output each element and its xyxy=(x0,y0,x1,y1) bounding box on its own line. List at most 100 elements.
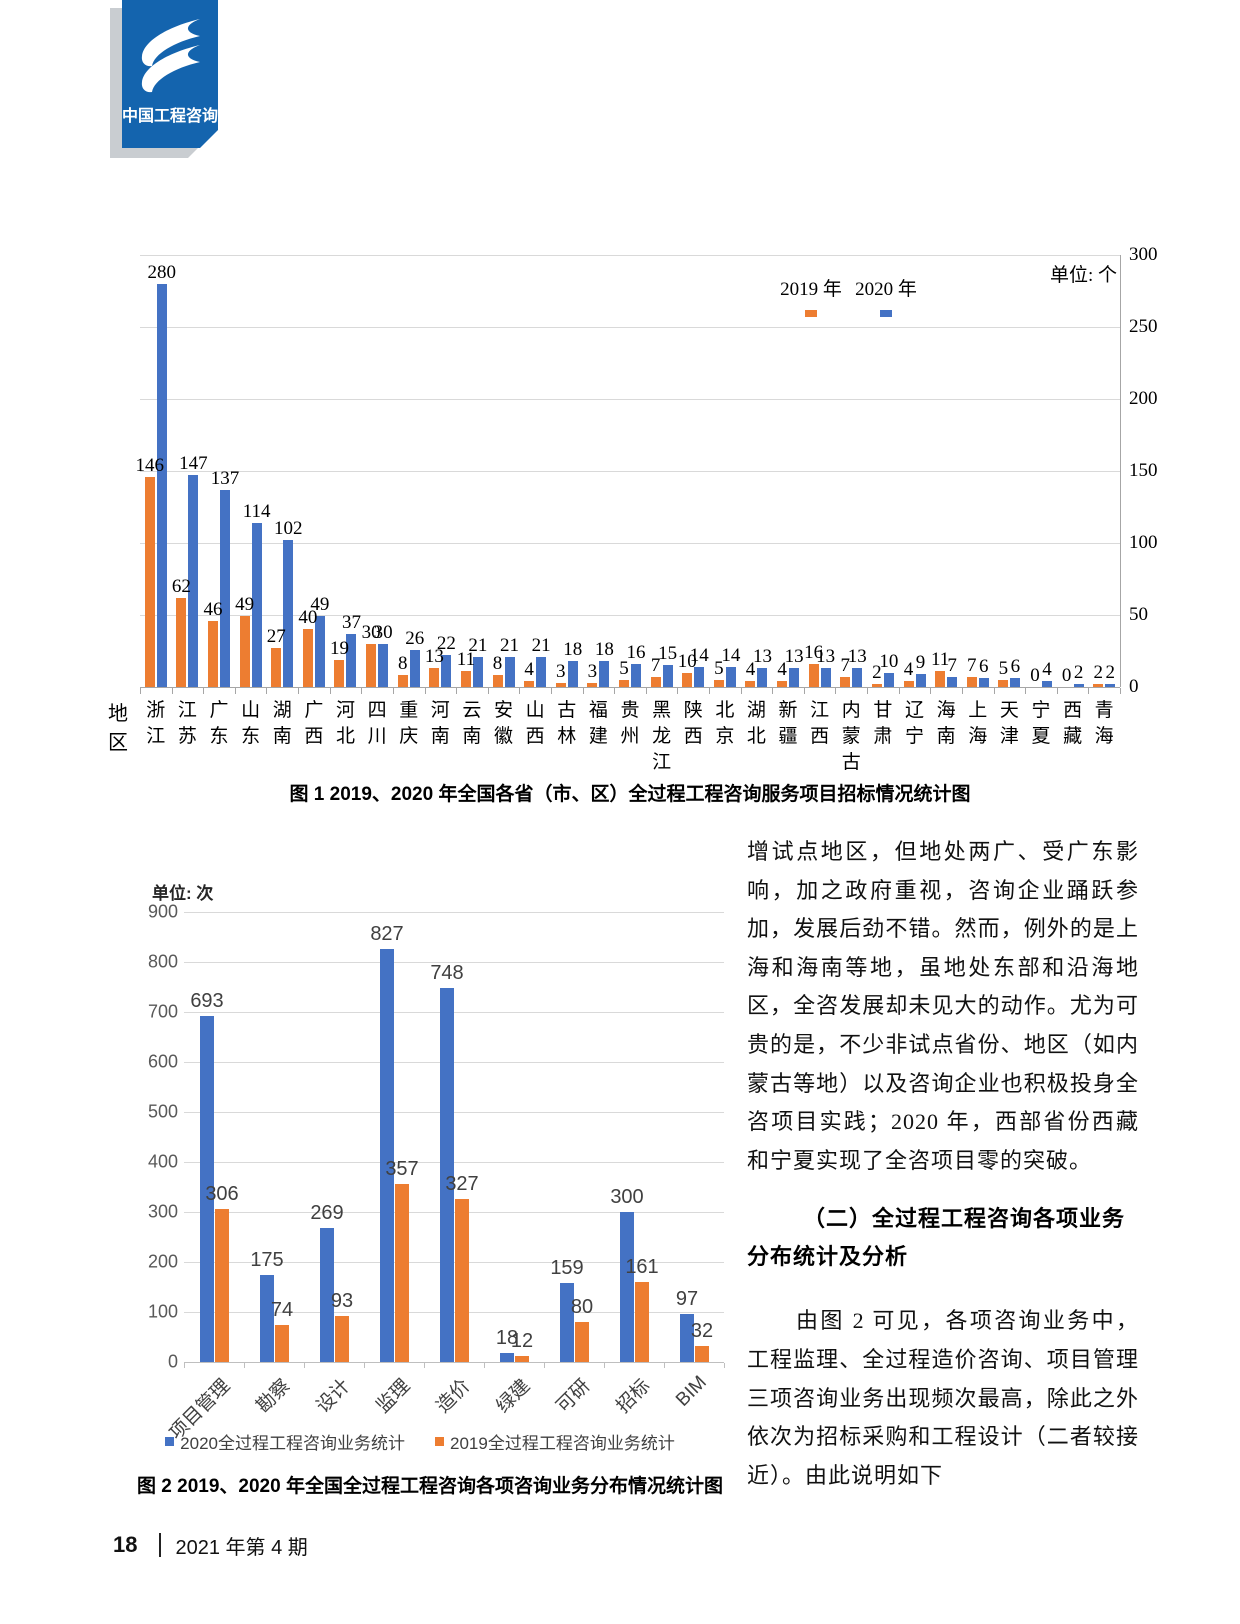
gridline xyxy=(140,471,1120,472)
bar-value-label: 159 xyxy=(550,1256,584,1279)
bar-2020 xyxy=(346,633,357,687)
bar-value-label: 280 xyxy=(147,261,177,283)
x-axis-line xyxy=(140,687,1120,688)
bar-2019 xyxy=(524,681,535,687)
bar-value-label: 16 xyxy=(804,641,824,663)
bar-value-label: 21 xyxy=(531,634,551,656)
bar-value-label: 13 xyxy=(784,646,804,668)
bar-2020 xyxy=(472,656,483,687)
bar-value-label: 7 xyxy=(650,654,661,676)
y-axis-tick-label: 0 xyxy=(1129,676,1139,697)
bar-value-label: 93 xyxy=(330,1289,354,1312)
bar-2020 xyxy=(1073,684,1084,687)
bar-value-label: 6 xyxy=(978,656,989,678)
y-axis-tick-label: 500 xyxy=(147,1101,178,1122)
bar-2019 xyxy=(492,675,503,687)
bar-2020 xyxy=(599,661,610,687)
bar-value-label: 40 xyxy=(298,607,318,629)
bar-2019 xyxy=(650,676,661,687)
y-axis-line xyxy=(1120,255,1121,687)
axis-tick xyxy=(392,688,394,694)
bar-value-label: 15 xyxy=(658,643,678,665)
bar-2019 xyxy=(1093,684,1104,687)
y-axis-tick-label: 600 xyxy=(147,1051,178,1072)
bar-value-label: 74 xyxy=(270,1299,294,1321)
y-axis-tick-label: 700 xyxy=(147,1001,178,1022)
axis-tick xyxy=(304,1363,305,1368)
bar-value-label: 175 xyxy=(250,1248,284,1271)
bar-2020 xyxy=(883,672,894,687)
axis-tick xyxy=(803,688,805,694)
bar-value-label: 147 xyxy=(179,453,208,475)
legend-item: 2019全过程工程咨询业务统计 xyxy=(435,1429,675,1454)
legend-swatch xyxy=(165,1437,175,1446)
y-axis-tick-label: 900 xyxy=(147,901,178,922)
figure1-caption: 图 1 2019、2020 年全国各省（市、区）全过程工程咨询服务项目招标情况统… xyxy=(289,784,971,805)
axis-tick xyxy=(361,688,363,694)
bar-2020 xyxy=(439,988,454,1362)
issue-label: 2021 年第 4 期 xyxy=(175,1536,308,1559)
category-label: 上海 xyxy=(968,700,988,747)
category-label: 内蒙古 xyxy=(841,700,861,773)
axis-tick xyxy=(298,688,300,694)
gridline xyxy=(184,1162,724,1163)
bar-2019 xyxy=(587,682,598,687)
bar-value-label: 49 xyxy=(310,594,330,616)
bar-value-label: 13 xyxy=(424,646,444,668)
category-label: 宁夏 xyxy=(1031,700,1051,747)
category-label: 安徽 xyxy=(494,700,514,747)
bar-2020 xyxy=(504,656,515,687)
legend-swatch xyxy=(880,310,892,317)
axis-tick xyxy=(1056,688,1058,694)
bar-value-label: 4 xyxy=(903,659,914,681)
bar-value-label: 11 xyxy=(930,649,950,671)
bar-value-label: 11 xyxy=(456,649,476,671)
bar-2020 xyxy=(567,661,578,687)
section-heading: （二）全过程工程咨询各项业务分布统计及分析 xyxy=(747,1206,1126,1270)
bar-value-label: 14 xyxy=(689,644,709,666)
bar-2020 xyxy=(947,676,958,687)
bar-value-label: 18 xyxy=(495,1327,519,1349)
bar-2019 xyxy=(394,1183,409,1362)
bar-value-label: 146 xyxy=(135,454,165,476)
axis-tick xyxy=(740,688,742,694)
axis-tick xyxy=(993,688,995,694)
category-label: 江苏 xyxy=(177,700,197,747)
gridline xyxy=(184,1312,724,1313)
bar-value-label: 102 xyxy=(274,518,303,540)
bar-2020 xyxy=(259,1274,274,1362)
bar-2020 xyxy=(725,666,736,687)
bar-value-label: 80 xyxy=(570,1296,594,1318)
axis-tick xyxy=(184,1363,185,1368)
axis-tick xyxy=(203,688,205,694)
logo: 中国工程咨询 xyxy=(106,0,222,162)
axis-tick xyxy=(550,688,552,694)
logo-card: 中国工程咨询 xyxy=(122,0,218,148)
axis-tick xyxy=(1025,688,1027,694)
bar-2020 xyxy=(499,1353,514,1362)
category-label-text: 勘察 xyxy=(252,1375,295,1418)
bar-value-label: 161 xyxy=(625,1255,659,1278)
y-axis-tick-label: 200 xyxy=(147,1251,178,1272)
bar-value-label: 748 xyxy=(430,962,464,984)
bar-value-label: 137 xyxy=(210,467,240,489)
axis-tick xyxy=(1088,688,1090,694)
axis-tick xyxy=(664,1363,665,1368)
y-axis-tick-label: 200 xyxy=(1129,388,1158,409)
bar-2020 xyxy=(820,668,831,687)
bar-value-label: 5 xyxy=(998,657,1009,679)
category-label: 广西 xyxy=(304,700,324,747)
bar-2019 xyxy=(903,681,914,687)
bar-2020 xyxy=(679,1313,694,1362)
bar-2020 xyxy=(220,489,231,687)
gridline xyxy=(184,962,724,963)
figure2-caption: 图 2 2019、2020 年全国全过程工程咨询各项咨询业务分布情况统计图 xyxy=(137,1476,723,1497)
bar-value-label: 6 xyxy=(1010,656,1021,678)
axis-tick xyxy=(867,688,869,694)
bar-2019 xyxy=(966,676,977,687)
category-label-text: BIM xyxy=(672,1372,711,1411)
y-axis-tick-label: 800 xyxy=(147,951,178,972)
bar-2020 xyxy=(188,475,199,687)
bar-2019 xyxy=(460,671,471,687)
